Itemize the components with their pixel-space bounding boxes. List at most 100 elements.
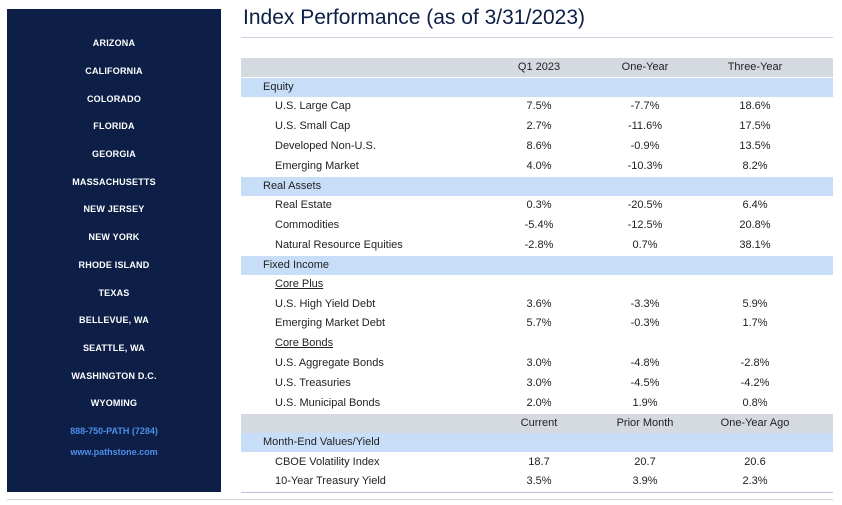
page-title: Index Performance (as of 3/31/2023) (243, 6, 586, 29)
cell-one-year: -11.6% (627, 120, 663, 132)
subsection-core-plus: Core Plus (241, 275, 833, 294)
cell-one-year-ago: 20.6 (744, 456, 766, 468)
cell-three-year: 13.5% (739, 140, 771, 152)
table-row: Developed Non-U.S. 8.6% -0.9% 13.5% (241, 137, 833, 156)
cell-prior-month: 20.7 (634, 456, 656, 468)
cell-three-year: 1.7% (742, 317, 768, 329)
cell-q1: 3.6% (526, 298, 552, 310)
cell-current: 18.7 (528, 456, 550, 468)
cell-one-year: -0.3% (630, 317, 660, 329)
table-row: Real Estate 0.3% -20.5% 6.4% (241, 196, 833, 215)
column-header-three-year: Three-Year (727, 61, 783, 73)
location-link[interactable]: NEW YORK (88, 232, 140, 242)
location-link[interactable]: GEORGIA (92, 149, 136, 159)
subsection-label: Core Bonds (275, 337, 334, 349)
location-link[interactable]: TEXAS (98, 288, 130, 298)
cell-q1: 7.5% (526, 100, 552, 112)
row-label: U.S. Large Cap (275, 100, 351, 112)
cell-one-year: -3.3% (630, 298, 660, 310)
location-link[interactable]: WASHINGTON D.C. (71, 371, 157, 381)
cell-three-year: 20.8% (739, 219, 771, 231)
cell-one-year: -4.8% (630, 357, 660, 369)
website-link[interactable]: www.pathstone.com (70, 447, 158, 457)
table-row: U.S. Treasuries 3.0% -4.5% -4.2% (241, 374, 833, 393)
row-label: CBOE Volatility Index (275, 456, 380, 468)
table-row: U.S. High Yield Debt 3.6% -3.3% 5.9% (241, 295, 833, 314)
cell-one-year: -7.7% (630, 100, 660, 112)
row-label: U.S. High Yield Debt (275, 298, 376, 310)
sidebar: ARIZONA CALIFORNIA COLORADO FLORIDA GEOR… (7, 9, 221, 492)
location-link[interactable]: CALIFORNIA (85, 66, 143, 76)
table-row: Natural Resource Equities -2.8% 0.7% 38.… (241, 236, 833, 255)
table-row: Commodities -5.4% -12.5% 20.8% (241, 216, 833, 235)
section-real-assets: Real Assets (241, 177, 833, 196)
table-bottom-divider (241, 492, 833, 493)
cell-three-year: 8.2% (742, 160, 768, 172)
table-row: Emerging Market Debt 5.7% -0.3% 1.7% (241, 314, 833, 333)
cell-three-year: 38.1% (739, 239, 771, 251)
cell-three-year: -2.8% (740, 357, 770, 369)
cell-three-year: 6.4% (742, 199, 768, 211)
section-label: Equity (263, 81, 294, 93)
section-fixed-income: Fixed Income (241, 256, 833, 275)
page-divider (7, 499, 833, 500)
column-header-one-year: One-Year (621, 61, 669, 73)
location-link[interactable]: SEATTLE, WA (82, 343, 146, 353)
table-row: 10-Year Treasury Yield 3.5% 3.9% 2.3% (241, 472, 833, 491)
cell-q1: 8.6% (526, 140, 552, 152)
cell-q1: -5.4% (524, 219, 554, 231)
location-link[interactable]: ARIZONA (92, 38, 136, 48)
row-label: Commodities (275, 219, 340, 231)
cell-three-year: 5.9% (742, 298, 768, 310)
location-link[interactable]: NEW JERSEY (83, 204, 145, 214)
column-header-prior-month: Prior Month (616, 417, 674, 429)
section-equity: Equity (241, 78, 833, 97)
title-divider (241, 37, 833, 38)
section-label: Month-End Values/Yield (263, 436, 380, 448)
location-link[interactable]: BELLEVUE, WA (79, 315, 149, 325)
cell-q1: 0.3% (526, 199, 552, 211)
cell-current: 3.5% (526, 475, 552, 487)
cell-q1: 4.0% (526, 160, 552, 172)
section-label: Fixed Income (263, 259, 330, 271)
table-row: U.S. Municipal Bonds 2.0% 1.9% 0.8% (241, 394, 833, 413)
row-label: Developed Non-U.S. (275, 140, 376, 152)
subsection-label: Core Plus (275, 278, 324, 290)
cell-q1: 3.0% (526, 357, 552, 369)
column-header-one-year-ago: One-Year Ago (720, 417, 790, 429)
cell-three-year: -4.2% (740, 377, 770, 389)
location-link[interactable]: COLORADO (86, 94, 142, 104)
row-label: U.S. Municipal Bonds (275, 397, 381, 409)
column-header-current: Current (520, 417, 558, 429)
column-header-q1: Q1 2023 (517, 61, 561, 73)
location-link[interactable]: FLORIDA (93, 121, 135, 131)
month-end-header-row: Current Prior Month One-Year Ago (241, 414, 833, 433)
cell-one-year: -4.5% (630, 377, 660, 389)
cell-one-year-ago: 2.3% (742, 475, 768, 487)
phone-link[interactable]: 888-750-PATH (7284) (70, 426, 158, 436)
location-link[interactable]: RHODE ISLAND (78, 260, 150, 270)
cell-three-year: 17.5% (739, 120, 771, 132)
row-label: U.S. Aggregate Bonds (275, 357, 384, 369)
row-label: Natural Resource Equities (275, 239, 403, 251)
location-link[interactable]: MASSACHUSETTS (72, 177, 156, 187)
cell-q1: 5.7% (526, 317, 552, 329)
section-month-end: Month-End Values/Yield (241, 433, 833, 452)
cell-one-year: 0.7% (632, 239, 658, 251)
row-label: Emerging Market (275, 160, 359, 172)
table-row: CBOE Volatility Index 18.7 20.7 20.6 (241, 453, 833, 472)
cell-one-year: -20.5% (627, 199, 663, 211)
row-label: 10-Year Treasury Yield (275, 475, 386, 487)
table-row: Emerging Market 4.0% -10.3% 8.2% (241, 157, 833, 176)
table-row: U.S. Small Cap 2.7% -11.6% 17.5% (241, 117, 833, 136)
cell-one-year: 1.9% (632, 397, 658, 409)
location-link[interactable]: WYOMING (90, 398, 138, 408)
cell-one-year: -10.3% (627, 160, 663, 172)
row-label: U.S. Treasuries (275, 377, 351, 389)
cell-q1: 2.7% (526, 120, 552, 132)
cell-q1: 3.0% (526, 377, 552, 389)
cell-one-year: -0.9% (630, 140, 660, 152)
subsection-core-bonds: Core Bonds (241, 334, 833, 353)
cell-q1: 2.0% (526, 397, 552, 409)
table-row: U.S. Aggregate Bonds 3.0% -4.8% -2.8% (241, 354, 833, 373)
